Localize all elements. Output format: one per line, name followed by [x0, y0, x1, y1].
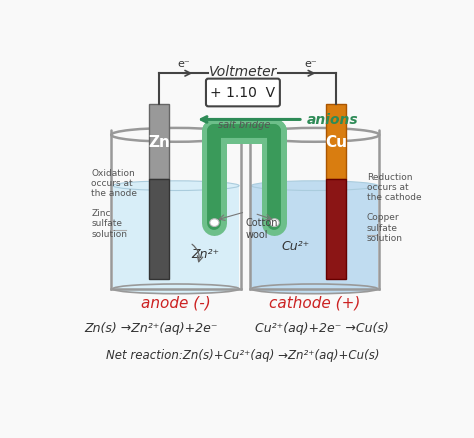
Text: cathode (+): cathode (+) — [269, 295, 360, 310]
Ellipse shape — [113, 284, 239, 294]
Text: Net reaction:Zn(s)+Cu²⁺(aq) →Zn²⁺(aq)+Cu(s): Net reaction:Zn(s)+Cu²⁺(aq) →Zn²⁺(aq)+Cu… — [106, 348, 380, 361]
Text: Cotton
wool: Cotton wool — [245, 218, 278, 239]
Text: Zn²⁺: Zn²⁺ — [191, 247, 219, 260]
Ellipse shape — [251, 181, 378, 191]
Text: Copper
sulfate
solution: Copper sulfate solution — [367, 213, 403, 243]
Bar — [149, 179, 169, 279]
Text: salt bridge: salt bridge — [219, 120, 271, 129]
Bar — [113, 187, 239, 288]
Text: + 1.10  V: + 1.10 V — [210, 86, 275, 100]
Ellipse shape — [210, 219, 219, 227]
Text: Zn: Zn — [148, 134, 170, 149]
Text: Voltmeter: Voltmeter — [209, 65, 277, 79]
Ellipse shape — [251, 284, 378, 294]
Bar — [326, 105, 346, 179]
Text: e⁻: e⁻ — [177, 59, 190, 69]
Text: e⁻: e⁻ — [304, 59, 317, 69]
Text: Reduction
occurs at
the cathode: Reduction occurs at the cathode — [367, 172, 421, 202]
Text: Cu²⁺: Cu²⁺ — [281, 240, 310, 253]
Text: anode (-): anode (-) — [141, 295, 211, 310]
Bar — [149, 105, 169, 179]
Text: Zn(s) →Zn²⁺(aq)+2e⁻: Zn(s) →Zn²⁺(aq)+2e⁻ — [84, 321, 218, 334]
Bar — [326, 179, 346, 279]
FancyBboxPatch shape — [206, 79, 280, 107]
Text: anions: anions — [307, 113, 358, 127]
Text: Zinc
sulfate
solution: Zinc sulfate solution — [91, 208, 127, 238]
Text: Oxidation
occurs at
the anode: Oxidation occurs at the anode — [91, 168, 137, 198]
Ellipse shape — [113, 181, 239, 191]
Text: Cu: Cu — [325, 134, 347, 149]
Ellipse shape — [270, 219, 279, 227]
Text: Cu²⁺(aq)+2e⁻ →Cu(s): Cu²⁺(aq)+2e⁻ →Cu(s) — [255, 321, 389, 334]
Bar — [251, 187, 378, 288]
